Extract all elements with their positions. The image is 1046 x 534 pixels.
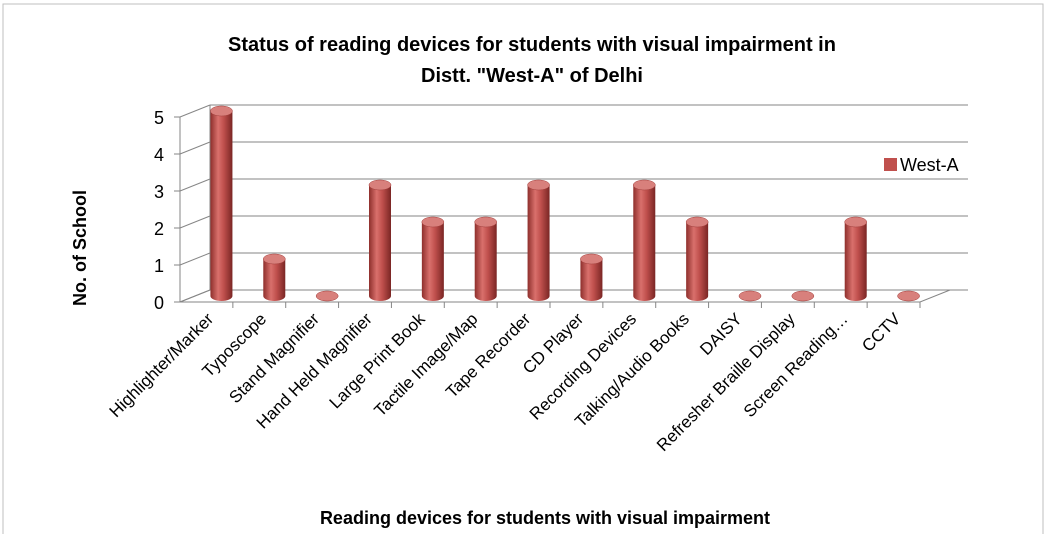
chart-title: Distt. "West-A" of Delhi <box>421 65 643 87</box>
bar-body <box>844 222 867 301</box>
bar <box>474 216 497 301</box>
floor <box>179 289 951 303</box>
bar <box>738 290 762 302</box>
bar-body <box>210 111 233 301</box>
bar <box>844 216 867 301</box>
frame <box>2 3 1044 534</box>
y-tick-label: 2 <box>154 219 164 239</box>
y-tick-label: 1 <box>154 256 164 276</box>
bar <box>685 216 709 301</box>
y-tick-label: 5 <box>154 108 164 128</box>
bar <box>580 253 603 301</box>
x-tick-label: Stand Magnifier <box>225 309 323 407</box>
depth-line <box>179 289 211 303</box>
bar-body <box>633 185 656 301</box>
depth-line <box>179 178 211 192</box>
legend-label: West-A <box>900 155 959 175</box>
y-tick-label: 4 <box>154 145 164 165</box>
x-tick-label: CCTV <box>858 309 905 356</box>
bar <box>263 253 286 301</box>
bar <box>791 290 815 302</box>
depth-line <box>179 215 211 229</box>
bar-top <box>527 179 550 191</box>
depth-line <box>179 104 211 118</box>
y-axis-title: No. of School <box>70 190 90 306</box>
bar-top <box>210 105 233 117</box>
x-axis-title: Reading devices for students with visual… <box>320 508 770 528</box>
bar-body <box>369 185 391 301</box>
bar-top <box>633 179 656 191</box>
bar-top <box>315 290 339 302</box>
bar <box>368 179 392 301</box>
bar-top <box>580 253 603 265</box>
bar-body <box>686 222 709 301</box>
bar-top <box>421 216 445 228</box>
x-tick-label: Screen Reading… <box>740 309 852 421</box>
depth-line <box>179 141 211 155</box>
bar-body <box>474 222 497 301</box>
bar-top <box>791 290 815 302</box>
x-tick-label: DAISY <box>696 309 746 359</box>
legend-swatch <box>884 158 897 171</box>
bar-top <box>474 216 497 228</box>
bar-top <box>368 179 392 191</box>
bar-body <box>263 259 286 301</box>
bar-top <box>685 216 709 228</box>
depth-line <box>179 252 211 266</box>
y-tick-label: 3 <box>154 182 164 202</box>
y-tick-label: 0 <box>154 293 164 313</box>
bar-top <box>897 290 920 302</box>
x-tick-label: Large Print Book <box>326 309 429 412</box>
bar <box>527 179 550 301</box>
bar-body <box>421 222 444 301</box>
bar-body <box>527 185 550 301</box>
chart-title: Status of reading devices for students w… <box>228 34 836 56</box>
bar <box>315 290 339 302</box>
bar-top <box>738 290 762 302</box>
bar <box>421 216 445 301</box>
bar-top <box>844 216 867 228</box>
bar <box>897 290 920 302</box>
bar <box>633 179 656 301</box>
bar <box>210 105 233 301</box>
bar-body <box>580 259 603 301</box>
bar-top <box>263 253 286 265</box>
